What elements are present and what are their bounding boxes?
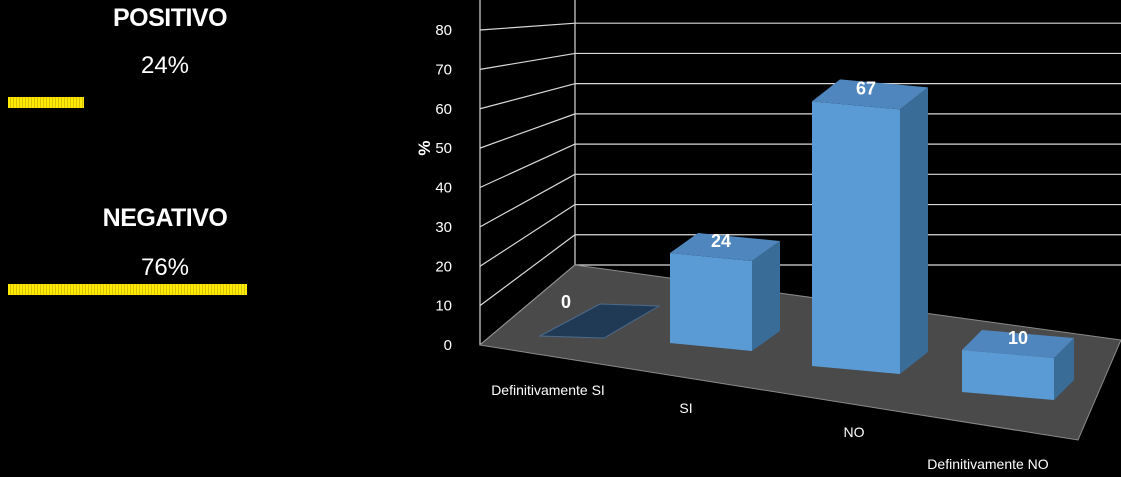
x-tick-label: Definitivamente SI	[491, 382, 605, 398]
y-axis-ticks: 0 10 20 30 40 50 60 70 80	[435, 22, 452, 354]
grid-line-side	[479, 113, 576, 149]
x-tick-label: NO	[844, 424, 865, 440]
grid-line-side	[479, 234, 576, 307]
bar	[812, 79, 928, 374]
bar	[962, 330, 1074, 400]
data-label: 24	[711, 231, 731, 251]
bars: 0 24 67 10	[538, 78, 1074, 400]
grid-line-side	[479, 204, 576, 267]
x-tick-label: SI	[679, 400, 692, 416]
y-tick-label: 0	[444, 337, 452, 354]
negative-label: NEGATIVO	[102, 204, 228, 232]
bar	[538, 303, 661, 339]
y-tick-label: 30	[435, 219, 452, 236]
data-label: 0	[561, 292, 571, 312]
y-tick-label: 20	[435, 258, 452, 275]
y-tick-label: 50	[435, 140, 452, 157]
bar	[670, 233, 780, 351]
positive-percent: 24%	[140, 52, 190, 79]
x-axis-labels: Definitivamente SI SI NO Definitivamente NO	[491, 382, 1049, 472]
data-label: 10	[1008, 328, 1028, 348]
grid-line-side	[479, 22, 576, 31]
positive-bar	[8, 97, 84, 108]
data-label: 67	[856, 78, 876, 98]
positive-label: POSITIVO	[112, 4, 228, 32]
negative-percent: 76%	[140, 254, 190, 281]
negative-bar	[8, 284, 248, 295]
y-tick-label: 10	[435, 298, 452, 315]
grid-line-side	[479, 173, 576, 228]
y-axis-label: %	[415, 140, 434, 155]
y-tick-label: 40	[435, 180, 452, 197]
x-tick-label: Definitivamente NO	[927, 456, 1048, 472]
y-tick-label: 80	[435, 22, 452, 39]
y-tick-label: 60	[435, 101, 452, 118]
y-tick-label: 70	[435, 61, 452, 78]
grid-line-side	[479, 83, 576, 110]
grid-line-side	[479, 52, 576, 70]
grid-line-side	[479, 143, 576, 189]
